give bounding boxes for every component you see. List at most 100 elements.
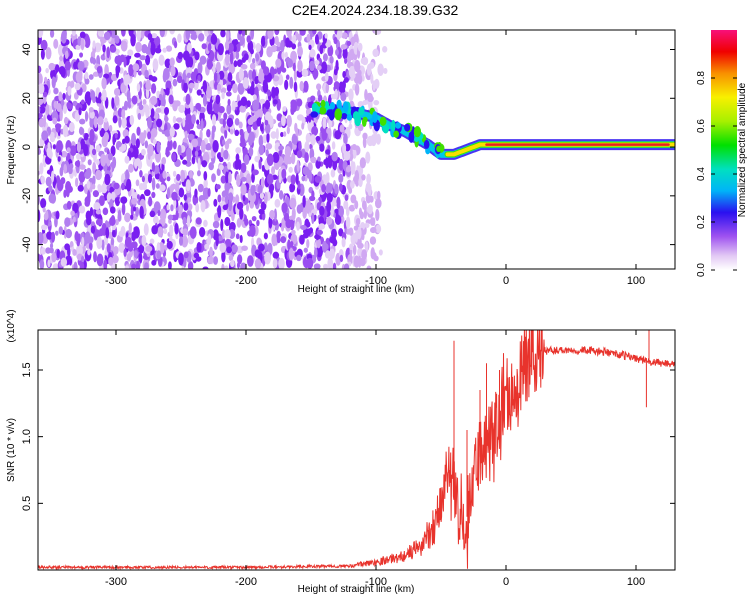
noise-blob xyxy=(263,191,268,205)
noise-blob xyxy=(152,215,159,225)
noise-blob xyxy=(374,198,382,209)
noise-blob xyxy=(43,91,48,98)
noise-blob xyxy=(160,214,166,227)
noise-blob xyxy=(84,133,89,139)
noise-blob xyxy=(364,222,370,229)
bottom-y-axis-label: SNR (10 * v/v) xyxy=(6,418,17,482)
noise-blob xyxy=(366,92,373,100)
noise-blob xyxy=(92,175,96,186)
noise-blob xyxy=(206,58,213,70)
noise-blob xyxy=(236,59,243,68)
noise-blob xyxy=(113,182,120,190)
noise-blob xyxy=(233,60,238,68)
noise-blob xyxy=(235,43,241,53)
noise-blob xyxy=(239,207,244,220)
noise-blob xyxy=(114,35,120,44)
noise-blob xyxy=(356,226,362,240)
noise-blob xyxy=(244,130,249,141)
noise-blob xyxy=(319,44,324,55)
noise-blob xyxy=(278,257,285,269)
noise-blob xyxy=(336,30,343,39)
noise-blob xyxy=(280,132,284,138)
noise-blob xyxy=(198,226,206,238)
noise-blob xyxy=(175,117,183,123)
noise-blob xyxy=(95,169,102,181)
noise-blob xyxy=(369,217,375,226)
noise-blob xyxy=(264,99,271,110)
noise-blob xyxy=(308,44,312,51)
noise-blob xyxy=(156,141,161,154)
x-tick-label: -200 xyxy=(235,275,257,287)
noise-blob xyxy=(81,83,87,93)
noise-blob xyxy=(263,232,268,240)
noise-blob xyxy=(195,102,202,110)
noise-blob xyxy=(103,259,108,269)
noise-blob xyxy=(225,171,229,184)
noise-blob xyxy=(258,208,265,215)
noise-blob xyxy=(252,169,259,176)
noise-blob xyxy=(247,88,252,94)
noise-blob xyxy=(133,226,140,239)
noise-blob xyxy=(152,138,157,145)
noise-blob xyxy=(65,228,72,239)
noise-blob xyxy=(49,242,54,249)
noise-blob xyxy=(256,117,262,127)
noise-blob xyxy=(258,159,262,170)
noise-blob xyxy=(156,250,162,260)
x-tick-label: 100 xyxy=(627,576,645,588)
noise-blob xyxy=(308,113,312,123)
noise-blob xyxy=(366,63,372,76)
noise-blob xyxy=(141,234,147,247)
noise-blob xyxy=(139,170,143,178)
noise-blob xyxy=(120,40,128,52)
noise-blob xyxy=(132,206,137,212)
noise-blob xyxy=(80,37,85,51)
noise-blob xyxy=(314,34,319,45)
noise-blob xyxy=(271,86,276,99)
noise-blob xyxy=(299,234,305,245)
noise-blob xyxy=(144,189,151,197)
noise-blob xyxy=(297,33,302,42)
noise-blob xyxy=(235,153,240,162)
noise-blob xyxy=(226,117,234,128)
noise-blob xyxy=(290,99,297,107)
noise-blob xyxy=(144,140,149,149)
top-y-axis-label: Frequency (Hz) xyxy=(6,116,17,185)
noise-blob xyxy=(75,71,83,83)
noise-blob xyxy=(239,234,243,244)
noise-blob xyxy=(197,157,201,171)
noise-blob xyxy=(226,138,232,144)
noise-blob xyxy=(40,48,45,60)
noise-blob xyxy=(151,191,156,199)
ridge-blob xyxy=(320,99,326,108)
noise-blob xyxy=(142,182,148,191)
noise-blob xyxy=(84,35,91,49)
noise-blob xyxy=(106,46,111,59)
noise-blob xyxy=(66,147,71,153)
noise-blob xyxy=(131,197,138,205)
noise-blob xyxy=(109,186,114,193)
noise-blob xyxy=(319,143,325,152)
noise-blob xyxy=(259,123,264,132)
noise-blob xyxy=(38,209,41,223)
noise-blob xyxy=(373,100,380,106)
noise-blob xyxy=(45,67,49,74)
noise-blob xyxy=(228,254,234,262)
noise-blob xyxy=(200,199,206,213)
noise-blob xyxy=(296,98,303,107)
noise-blob xyxy=(238,68,245,81)
noise-blob xyxy=(180,170,186,183)
noise-blob xyxy=(342,70,347,79)
noise-blob xyxy=(284,51,288,59)
noise-blob xyxy=(136,82,141,93)
noise-blob xyxy=(241,245,248,251)
noise-blob xyxy=(72,100,78,107)
noise-blob xyxy=(88,107,94,113)
noise-blob xyxy=(178,187,185,198)
noise-blob xyxy=(121,116,127,129)
noise-blob xyxy=(170,65,176,77)
noise-blob xyxy=(77,60,85,71)
noise-blob xyxy=(334,183,339,195)
bottom-x-axis: -300 -200 -100 0 100 xyxy=(105,330,645,588)
noise-blob xyxy=(194,150,199,157)
